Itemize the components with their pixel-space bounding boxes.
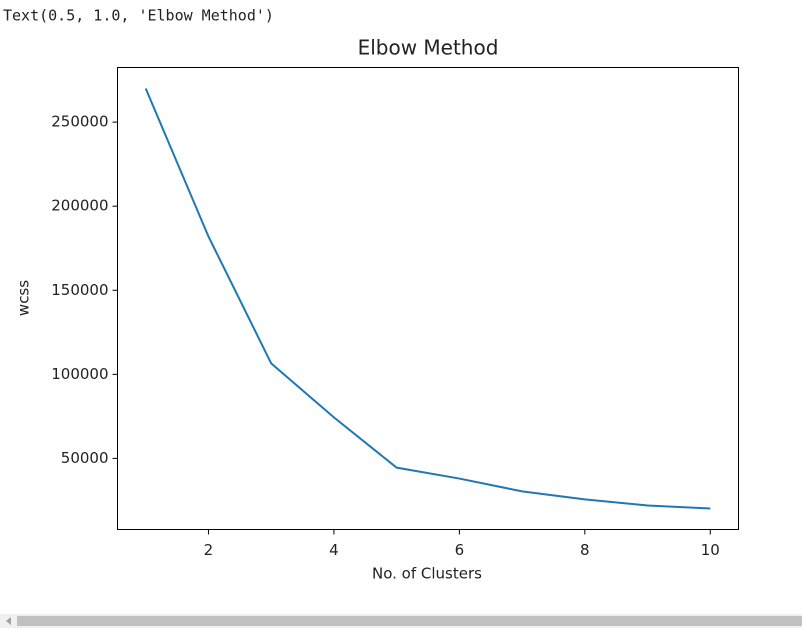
y-tick-label: 250000 <box>51 113 108 131</box>
line-series <box>144 88 711 510</box>
axes-frame <box>117 67 739 530</box>
x-tick-label: 10 <box>701 541 720 559</box>
chart-title: Elbow Method <box>358 36 499 60</box>
y-tick-label: 150000 <box>51 281 108 299</box>
y-tick-label: 50000 <box>61 449 109 467</box>
x-tick-label: 4 <box>329 541 339 559</box>
plot: 2 4 6 8 10 50000 100000 150000 200000 250000 <box>51 88 720 559</box>
x-tick-label: 2 <box>204 541 214 559</box>
y-axis-label: wcss <box>15 280 33 316</box>
x-tick-label: 8 <box>580 541 590 559</box>
x-axis-label: No. of Clusters <box>372 565 482 583</box>
y-tick-label: 100000 <box>51 365 108 383</box>
y-tick-label: 200000 <box>51 197 108 215</box>
output-text: Text(0.5, 1.0, 'Elbow Method') <box>3 7 274 25</box>
x-tick-label: 6 <box>455 541 465 559</box>
scroll-left-arrow[interactable] <box>6 617 11 625</box>
scrollbar-thumb[interactable] <box>17 616 802 626</box>
